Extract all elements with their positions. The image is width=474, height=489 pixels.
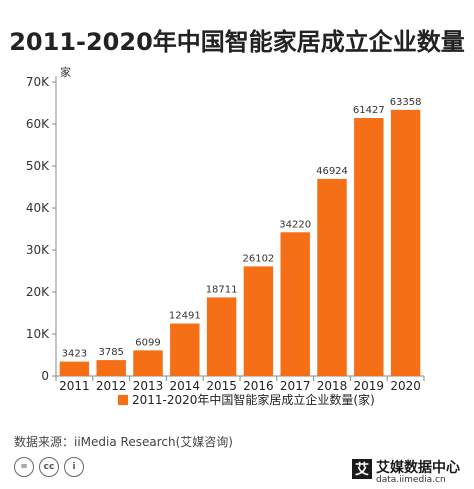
brand-name: 艾媒数据中心 [376, 460, 460, 476]
bar-2016 [243, 266, 274, 376]
license-icons: = cc i [14, 457, 84, 477]
y-tick-label: 10K [26, 327, 50, 341]
bar-2015 [206, 297, 237, 376]
source-note: 数据来源：iiMedia Research(艾媒咨询) [14, 435, 233, 449]
x-tick-label-2016: 2016 [243, 379, 274, 393]
bar-2020 [390, 109, 421, 377]
data-label-2011: 3423 [62, 349, 87, 360]
bar-2013 [133, 350, 163, 376]
data-label-2016: 26102 [242, 253, 274, 264]
x-tick-label-2014: 2014 [170, 379, 201, 393]
y-tick-label: 70K [26, 75, 50, 89]
x-tick-label-2018: 2018 [317, 379, 348, 393]
brand-url: data.iimedia.cn [376, 475, 446, 485]
data-label-2012: 3785 [98, 347, 123, 358]
brand-logo: 艾 艾媒数据中心 data.iimedia.cn [346, 455, 474, 489]
y-tick-label: 30K [26, 243, 50, 257]
bar-chart: 0 10K 20K 30K 40K 50K 60K 70K 家 3423 2011 3785 2012 6… [26, 65, 425, 407]
legend-label: 2011-2020年中国智能家居成立企业数量(家) [132, 392, 375, 407]
x-tick-label-2012: 2012 [96, 379, 127, 393]
data-label-2020: 63358 [390, 97, 422, 108]
y-axis-unit: 家 [60, 65, 71, 79]
y-tick-label: 0 [41, 369, 49, 383]
bar-2018 [317, 178, 347, 376]
bar-2011 [59, 361, 90, 376]
x-tick-label-2015: 2015 [206, 379, 237, 393]
cc-equal-icon: = [14, 457, 34, 477]
y-tick-label: 40K [26, 201, 50, 215]
bar-2019 [354, 118, 384, 377]
bar-2012 [96, 360, 126, 376]
bar-2014 [170, 323, 200, 376]
data-label-2019: 61427 [353, 105, 385, 116]
brand-mark-icon: 艾 [352, 459, 372, 479]
chart-title: 2011-2020年中国智能家居成立企业数量 [9, 28, 465, 56]
data-label-2013: 6099 [135, 337, 160, 348]
legend-swatch [118, 395, 128, 405]
data-label-2014: 12491 [169, 311, 201, 322]
bar-2017 [280, 232, 310, 376]
cc-icon: cc [39, 457, 59, 477]
x-tick-label-2019: 2019 [354, 379, 385, 393]
data-label-2015: 18711 [206, 284, 238, 295]
cc-by-icon: i [64, 457, 84, 477]
x-tick-label-2011: 2011 [59, 379, 90, 393]
x-tick-label-2013: 2013 [133, 379, 164, 393]
y-tick-label: 60K [26, 117, 50, 131]
y-tick-label: 50K [26, 159, 50, 173]
x-tick-label-2017: 2017 [280, 379, 311, 393]
x-tick-label-2020: 2020 [390, 379, 421, 393]
data-label-2018: 46924 [316, 166, 348, 177]
data-label-2017: 34220 [279, 219, 311, 230]
y-tick-label: 20K [26, 285, 50, 299]
